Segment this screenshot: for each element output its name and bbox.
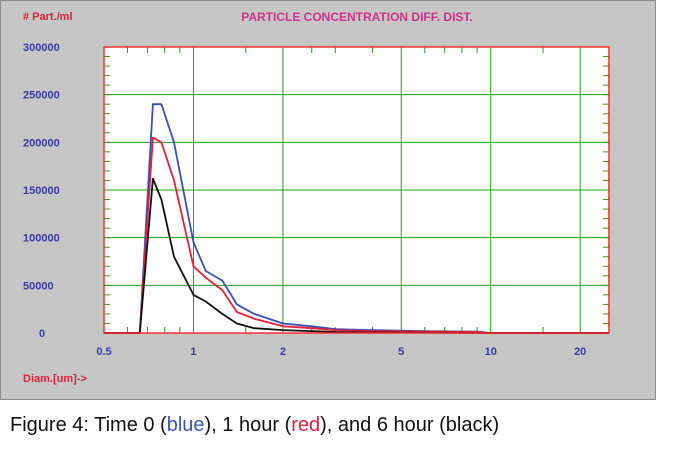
chart-panel: 300000 250000 200000 150000 100000 50000 0 0.5 1…: [0, 0, 656, 400]
x-tick-label: 1: [190, 346, 196, 358]
y-axis-label: # Part./ml: [23, 11, 73, 23]
y-tick-label: 200000: [23, 137, 60, 149]
series-line-red: [104, 136, 609, 334]
y-tick-label: 0: [39, 328, 45, 340]
caption-suffix: ), and 6 hour (black): [320, 414, 500, 436]
caption-prefix: Figure 4: Time 0 (: [10, 414, 167, 436]
chart-title: PARTICLE CONCENTRATION DIFF. DIST.: [241, 10, 473, 24]
y-tick-label: 250000: [23, 90, 60, 102]
y-tick-label: 300000: [23, 42, 60, 54]
x-tick-label: 10: [485, 346, 497, 358]
x-axis-label: Diam.[um]->: [23, 373, 87, 385]
caption-mid: ), 1 hour (: [204, 414, 292, 436]
x-tick-label: 0.5: [96, 346, 111, 358]
figure-caption: Figure 4: Time 0 (blue), 1 hour (red), a…: [10, 414, 682, 437]
caption-blue-word: blue: [166, 414, 205, 436]
x-tick-label: 2: [280, 346, 286, 358]
y-tick-label: 150000: [23, 185, 60, 197]
plot-frame: [103, 46, 610, 334]
caption-red-word: red: [291, 414, 321, 436]
x-tick-label: 5: [398, 346, 404, 358]
y-tick-label: 100000: [23, 233, 60, 245]
x-tick-label: 20: [574, 346, 586, 358]
chart-svg: 300000 250000 200000 150000 100000 50000 0 0.5 1…: [23, 10, 610, 385]
y-tick-label: 50000: [23, 280, 54, 292]
